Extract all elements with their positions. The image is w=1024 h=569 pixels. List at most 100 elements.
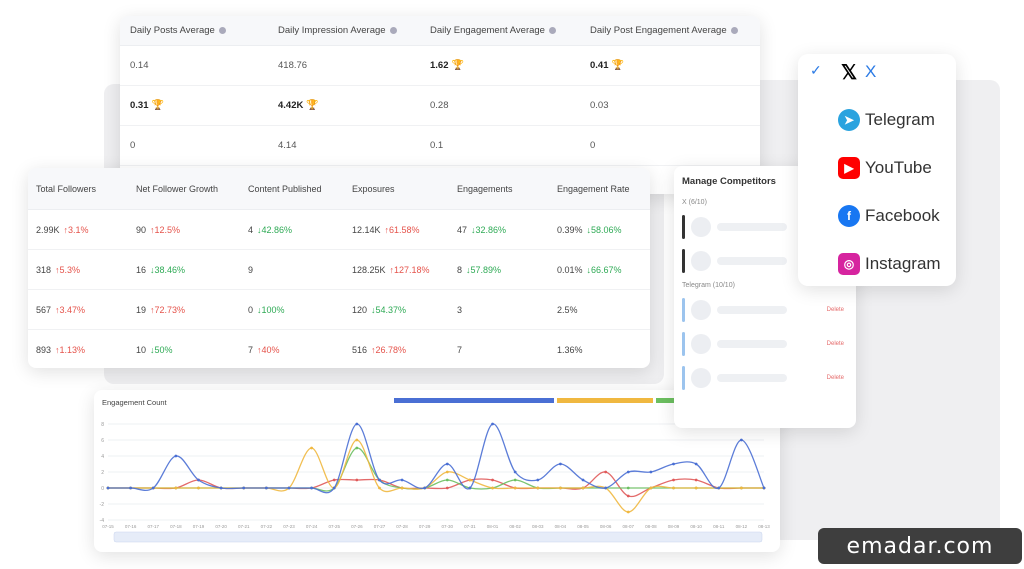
- data-point[interactable]: [445, 470, 449, 474]
- y-tick-label: 8: [101, 422, 104, 428]
- data-point[interactable]: [332, 486, 336, 490]
- stats-cell: 90 ↑12.5%: [128, 210, 240, 249]
- data-point[interactable]: [649, 486, 653, 490]
- checkmark-icon: ✓: [810, 62, 822, 78]
- data-point[interactable]: [378, 486, 381, 490]
- data-point[interactable]: [649, 470, 653, 474]
- data-point[interactable]: [378, 478, 381, 482]
- data-point[interactable]: [626, 470, 630, 474]
- x-tick-label: 07-23: [283, 524, 295, 529]
- data-point[interactable]: [423, 486, 427, 490]
- data-point[interactable]: [694, 462, 698, 466]
- competitor-item[interactable]: Delete: [674, 361, 856, 395]
- data-point[interactable]: [468, 486, 472, 490]
- data-point[interactable]: [468, 478, 472, 482]
- platform-dropdown: 𝕏 X ✓ ➤ Telegram ▶ YouTube f Facebook ◎ Instagram: [798, 54, 956, 286]
- data-point[interactable]: [264, 486, 268, 490]
- data-point[interactable]: [513, 470, 517, 474]
- data-point[interactable]: [174, 454, 178, 458]
- platform-option-instagram[interactable]: ◎ Instagram: [838, 249, 941, 279]
- data-point[interactable]: [581, 486, 585, 490]
- averages-cell: 4.42K 🏆: [268, 86, 420, 125]
- data-point[interactable]: [445, 462, 449, 466]
- data-point[interactable]: [400, 478, 404, 482]
- competitor-item[interactable]: Delete: [674, 293, 856, 327]
- platform-option-facebook[interactable]: f Facebook: [838, 201, 940, 231]
- data-point[interactable]: [717, 486, 721, 490]
- averages-header-cell: Daily Post Engagement Average: [580, 16, 760, 45]
- stats-header-cell: Exposures: [352, 183, 395, 194]
- data-point[interactable]: [672, 478, 675, 482]
- competitor-item[interactable]: [674, 244, 856, 278]
- competitor-name-placeholder: [717, 340, 787, 348]
- data-point[interactable]: [559, 486, 562, 490]
- data-point[interactable]: [491, 478, 494, 482]
- data-point[interactable]: [445, 478, 449, 482]
- y-tick-label: 6: [101, 438, 104, 444]
- averages-value: 1.62: [430, 60, 449, 71]
- data-point[interactable]: [310, 486, 313, 490]
- change-up-badge: ↑1.13%: [55, 344, 86, 355]
- stats-value: 1.36%: [557, 344, 583, 355]
- competitor-item[interactable]: Delete: [674, 327, 856, 361]
- data-point[interactable]: [672, 462, 675, 466]
- data-point[interactable]: [129, 486, 133, 490]
- delete-link[interactable]: Delete: [826, 375, 844, 381]
- data-point[interactable]: [513, 478, 517, 482]
- legend-swatch[interactable]: [394, 398, 554, 403]
- data-point[interactable]: [491, 486, 494, 490]
- data-point[interactable]: [604, 486, 608, 490]
- data-point[interactable]: [197, 478, 200, 482]
- data-point[interactable]: [536, 478, 540, 482]
- data-point[interactable]: [332, 478, 336, 482]
- data-point[interactable]: [581, 478, 585, 482]
- competitor-item[interactable]: [674, 210, 856, 244]
- data-point[interactable]: [491, 422, 494, 426]
- data-point[interactable]: [762, 486, 766, 490]
- stats-header-cell: Engagement Rate: [557, 183, 630, 194]
- info-icon[interactable]: [389, 27, 397, 34]
- data-point[interactable]: [536, 486, 540, 490]
- data-point[interactable]: [694, 478, 698, 482]
- data-point[interactable]: [355, 438, 359, 442]
- info-icon[interactable]: [548, 27, 556, 34]
- zoom-slider[interactable]: [113, 531, 763, 543]
- data-point[interactable]: [604, 470, 608, 474]
- change-up-badge: ↑3.47%: [55, 304, 86, 315]
- platform-option-telegram[interactable]: ➤ Telegram: [838, 105, 935, 135]
- averages-value: 0.03: [590, 100, 609, 111]
- data-point[interactable]: [445, 486, 449, 490]
- platform-option-youtube[interactable]: ▶ YouTube: [838, 153, 932, 183]
- data-point[interactable]: [219, 486, 223, 490]
- data-point[interactable]: [739, 438, 743, 442]
- info-icon[interactable]: [218, 27, 226, 34]
- data-point[interactable]: [287, 486, 291, 490]
- data-point[interactable]: [559, 462, 562, 466]
- data-point[interactable]: [106, 486, 110, 490]
- info-icon[interactable]: [730, 27, 738, 34]
- data-point[interactable]: [355, 422, 359, 426]
- platform-label: X: [865, 62, 877, 81]
- data-point[interactable]: [310, 446, 313, 450]
- data-point[interactable]: [672, 486, 675, 490]
- data-point[interactable]: [626, 510, 630, 514]
- data-point[interactable]: [626, 494, 630, 498]
- data-point[interactable]: [355, 446, 359, 450]
- data-point[interactable]: [626, 486, 630, 490]
- data-point[interactable]: [242, 486, 246, 490]
- delete-link[interactable]: Delete: [826, 307, 844, 313]
- data-point[interactable]: [174, 486, 178, 490]
- delete-link[interactable]: Delete: [826, 341, 844, 347]
- data-point[interactable]: [197, 486, 200, 490]
- data-point[interactable]: [151, 486, 155, 490]
- legend-swatch[interactable]: [557, 398, 653, 403]
- data-point[interactable]: [355, 478, 359, 482]
- data-point[interactable]: [513, 486, 517, 490]
- x-tick-label: 07-18: [170, 524, 182, 529]
- averages-cell: 0.1: [420, 126, 580, 165]
- data-point[interactable]: [739, 486, 743, 490]
- stats-cell: 7: [449, 330, 549, 368]
- data-point[interactable]: [400, 486, 404, 490]
- data-point[interactable]: [694, 486, 698, 490]
